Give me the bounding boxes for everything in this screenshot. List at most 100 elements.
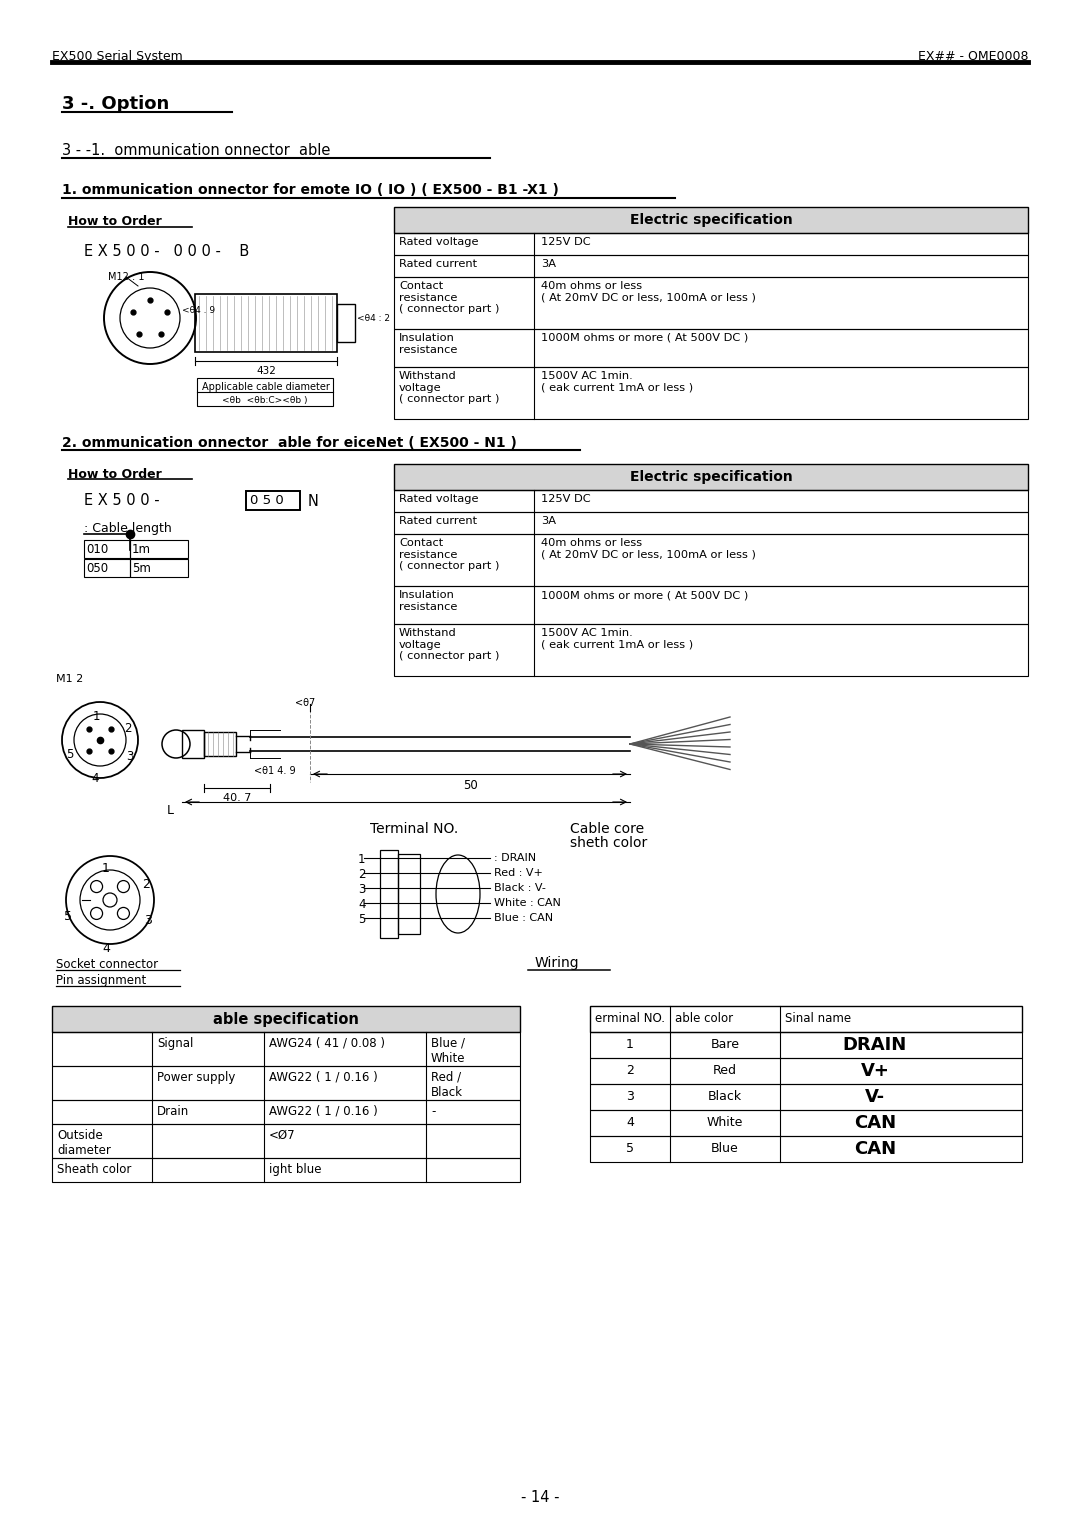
Text: Black : V-: Black : V- bbox=[494, 883, 545, 892]
Text: 2: 2 bbox=[357, 868, 365, 882]
Text: 5: 5 bbox=[357, 914, 365, 926]
Circle shape bbox=[91, 880, 103, 892]
Text: CAN: CAN bbox=[854, 1114, 896, 1132]
Text: Red : V+: Red : V+ bbox=[494, 868, 543, 879]
Bar bbox=[590, 1083, 1022, 1109]
Bar bbox=[394, 367, 1028, 419]
Bar bbox=[590, 1031, 1022, 1057]
Text: EX## - OME0008: EX## - OME0008 bbox=[918, 50, 1028, 63]
Bar bbox=[394, 255, 1028, 277]
Text: White : CAN: White : CAN bbox=[494, 898, 561, 908]
Bar bbox=[52, 1005, 519, 1031]
Text: DRAIN: DRAIN bbox=[842, 1036, 907, 1054]
Text: 5m: 5m bbox=[132, 562, 151, 575]
Text: Red /
Black: Red / Black bbox=[431, 1071, 463, 1099]
Text: Applicable cable diameter: Applicable cable diameter bbox=[202, 382, 329, 393]
Bar bbox=[394, 465, 1028, 490]
Text: E X 5 0 0 -: E X 5 0 0 - bbox=[84, 494, 160, 507]
Text: 3A: 3A bbox=[541, 516, 556, 526]
Text: Electric specification: Electric specification bbox=[630, 471, 793, 484]
Bar bbox=[590, 1135, 1022, 1161]
Bar bbox=[394, 623, 1028, 675]
Circle shape bbox=[118, 908, 130, 920]
Text: V+: V+ bbox=[861, 1062, 890, 1080]
Bar bbox=[204, 732, 237, 756]
Text: Withstand
voltage
( connector part ): Withstand voltage ( connector part ) bbox=[399, 628, 499, 662]
Text: 3 - -1.  ommunication onnector  able: 3 - -1. ommunication onnector able bbox=[62, 144, 330, 157]
Text: 1m: 1m bbox=[132, 542, 151, 556]
Text: EX500 Serial System: EX500 Serial System bbox=[52, 50, 183, 63]
Text: 1500V AC 1min.
( eak current 1mA or less ): 1500V AC 1min. ( eak current 1mA or less… bbox=[541, 628, 693, 649]
Text: Signal: Signal bbox=[157, 1038, 193, 1050]
Text: able color: able color bbox=[675, 1012, 733, 1025]
Text: 125V DC: 125V DC bbox=[541, 494, 591, 504]
Text: Black: Black bbox=[707, 1089, 742, 1103]
Text: 1: 1 bbox=[103, 862, 110, 876]
Text: Withstand
voltage
( connector part ): Withstand voltage ( connector part ) bbox=[399, 371, 499, 405]
Bar bbox=[394, 329, 1028, 367]
Text: 2: 2 bbox=[124, 723, 132, 735]
Text: Drain: Drain bbox=[157, 1105, 189, 1118]
Bar bbox=[394, 277, 1028, 329]
Text: Rated current: Rated current bbox=[399, 260, 477, 269]
Text: Contact
resistance
( connector part ): Contact resistance ( connector part ) bbox=[399, 281, 499, 315]
Text: 5: 5 bbox=[626, 1141, 634, 1155]
Text: 4: 4 bbox=[626, 1115, 634, 1129]
Text: 40m ohms or less
( At 20mV DC or less, 100mA or less ): 40m ohms or less ( At 20mV DC or less, 1… bbox=[541, 281, 756, 303]
Text: 3: 3 bbox=[357, 883, 365, 895]
Bar bbox=[197, 377, 333, 406]
Text: erminal NO.: erminal NO. bbox=[595, 1012, 665, 1025]
Text: Sheath color: Sheath color bbox=[57, 1163, 132, 1177]
Text: 010: 010 bbox=[86, 542, 108, 556]
Text: E X 5 0 0 -   0 0 0 -    B: E X 5 0 0 - 0 0 0 - B bbox=[84, 244, 249, 260]
Bar bbox=[394, 587, 1028, 623]
Bar bbox=[130, 559, 188, 578]
Text: : DRAIN: : DRAIN bbox=[494, 853, 536, 863]
Bar bbox=[394, 533, 1028, 587]
Bar bbox=[246, 490, 300, 510]
Text: 5: 5 bbox=[64, 911, 72, 923]
Text: <θb  <θb:C><θb ): <θb <θb:C><θb ) bbox=[222, 396, 308, 405]
Text: 050: 050 bbox=[86, 562, 108, 575]
Text: : Cable length: : Cable length bbox=[84, 523, 172, 535]
Circle shape bbox=[118, 880, 130, 892]
Bar bbox=[183, 730, 204, 758]
Text: How to Order: How to Order bbox=[68, 215, 162, 228]
Text: V-: V- bbox=[865, 1088, 886, 1106]
Text: 0 5 0: 0 5 0 bbox=[249, 494, 284, 507]
Text: 2. ommunication onnector  able for eiceNet ( EX500 - N1 ): 2. ommunication onnector able for eiceNe… bbox=[62, 435, 517, 451]
Text: sheth color: sheth color bbox=[570, 836, 647, 850]
Text: Power supply: Power supply bbox=[157, 1071, 235, 1083]
Bar bbox=[394, 206, 1028, 232]
Text: 3: 3 bbox=[126, 750, 133, 762]
Text: 40m ohms or less
( At 20mV DC or less, 100mA or less ): 40m ohms or less ( At 20mV DC or less, 1… bbox=[541, 538, 756, 559]
Bar bbox=[52, 1158, 519, 1183]
Text: <θ1 4. 9: <θ1 4. 9 bbox=[254, 766, 296, 776]
Text: Wiring: Wiring bbox=[535, 957, 580, 970]
Text: Outside
diameter: Outside diameter bbox=[57, 1129, 111, 1157]
Text: able specification: able specification bbox=[213, 1012, 359, 1027]
Circle shape bbox=[103, 892, 117, 908]
Text: <θ7: <θ7 bbox=[295, 698, 315, 707]
Text: Bare: Bare bbox=[711, 1038, 740, 1051]
Circle shape bbox=[91, 908, 103, 920]
Text: White: White bbox=[706, 1115, 743, 1129]
Bar bbox=[394, 232, 1028, 255]
Text: M1 2: M1 2 bbox=[56, 674, 83, 685]
Text: M12 : 1: M12 : 1 bbox=[108, 272, 145, 283]
Text: CAN: CAN bbox=[854, 1140, 896, 1158]
Bar bbox=[399, 854, 420, 934]
Bar bbox=[337, 304, 355, 342]
Text: AWG24 ( 41 / 0.08 ): AWG24 ( 41 / 0.08 ) bbox=[269, 1038, 384, 1050]
Text: 1000M ohms or more ( At 500V DC ): 1000M ohms or more ( At 500V DC ) bbox=[541, 333, 748, 342]
Text: Blue /
White: Blue / White bbox=[431, 1038, 465, 1065]
Text: <θ4 : 2: <θ4 : 2 bbox=[357, 313, 390, 322]
Text: 1500V AC 1min.
( eak current 1mA or less ): 1500V AC 1min. ( eak current 1mA or less… bbox=[541, 371, 693, 393]
Text: 125V DC: 125V DC bbox=[541, 237, 591, 248]
Bar bbox=[52, 1031, 519, 1067]
Text: AWG22 ( 1 / 0.16 ): AWG22 ( 1 / 0.16 ) bbox=[269, 1071, 378, 1083]
Bar bbox=[394, 490, 1028, 512]
Text: Blue: Blue bbox=[711, 1141, 739, 1155]
Text: AWG22 ( 1 / 0.16 ): AWG22 ( 1 / 0.16 ) bbox=[269, 1105, 378, 1118]
Text: Socket connector: Socket connector bbox=[56, 958, 158, 970]
